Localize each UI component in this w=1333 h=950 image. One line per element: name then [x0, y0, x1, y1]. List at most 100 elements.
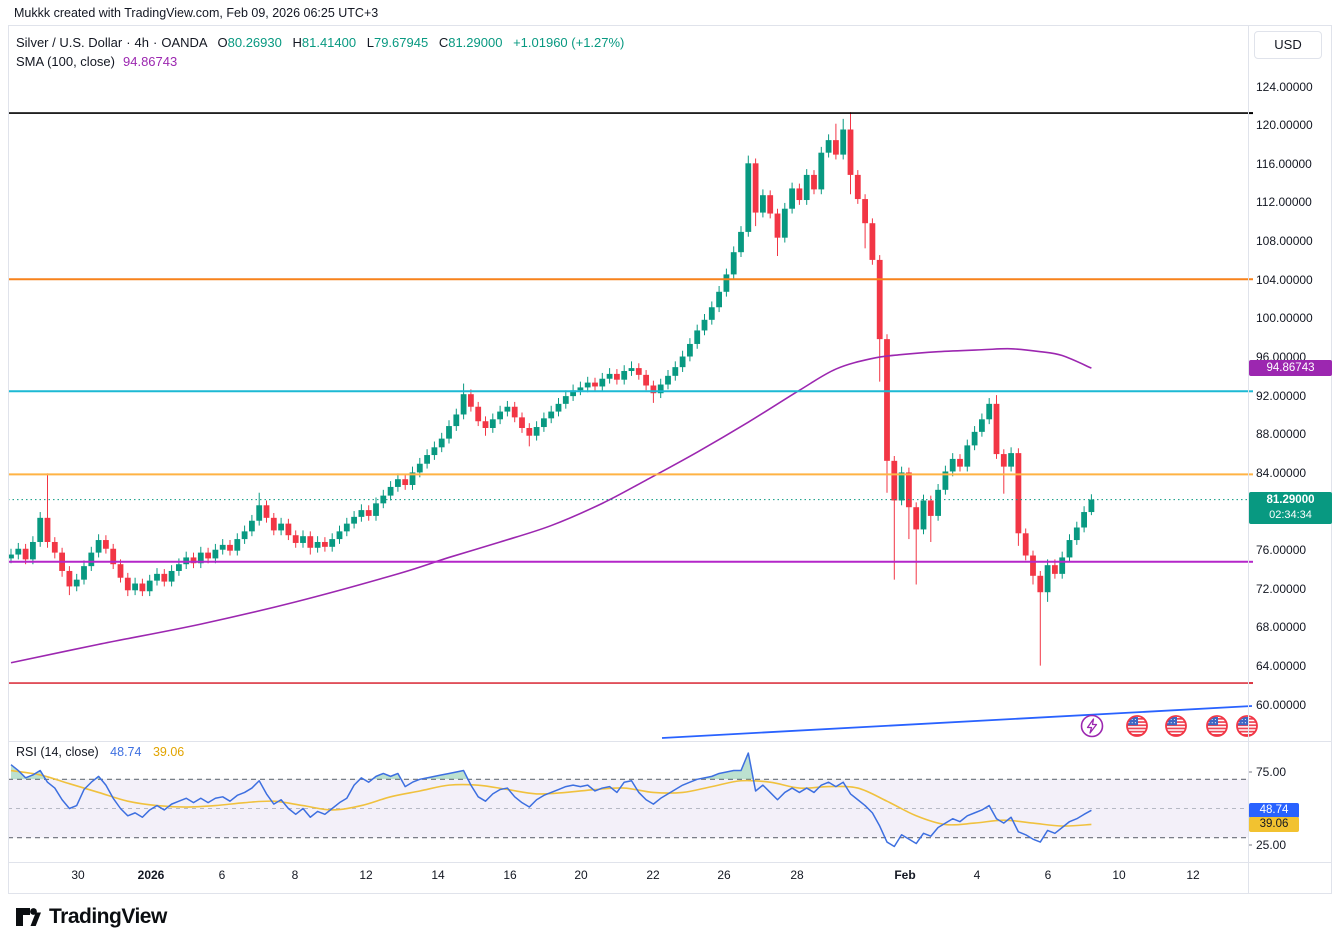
last-price-badge: 81.29000 02:34:34 [1249, 491, 1332, 524]
candle [723, 268, 730, 297]
candle [781, 202, 788, 243]
low-label: L [366, 35, 374, 50]
candle [708, 301, 715, 325]
candle [1030, 550, 1036, 585]
rsi-ma-value: 39.06 [152, 745, 185, 759]
symbol-legend-row[interactable]: Silver / U.S. Dollar · 4h · OANDA O80.26930 … [16, 33, 624, 52]
close-value: 81.29000 [448, 35, 503, 50]
candle [373, 497, 379, 521]
candle [854, 170, 861, 204]
rsi-ma-line [10, 769, 1092, 827]
us-flag-event-icon[interactable] [1236, 715, 1258, 737]
candle [365, 505, 372, 521]
candle [614, 369, 620, 385]
rsi-params: (14, close) [40, 745, 99, 759]
rsi-label: RSI [16, 745, 37, 759]
price-axis-tick: 108.00000 [1256, 234, 1313, 249]
candle [1022, 528, 1029, 561]
candle [431, 441, 438, 460]
candle [139, 578, 146, 597]
candle [628, 361, 635, 376]
candle [570, 384, 576, 401]
candle [285, 518, 292, 541]
candle [504, 400, 511, 417]
candle [44, 473, 51, 548]
candle [833, 123, 839, 160]
us-flag-event-icon[interactable] [1165, 715, 1187, 737]
candle [694, 324, 701, 349]
candle [409, 466, 416, 490]
candle [789, 182, 795, 214]
candle [803, 169, 810, 205]
us-flag-event-icon[interactable] [1126, 715, 1148, 737]
candle [300, 530, 306, 548]
candle [643, 370, 649, 391]
candle [599, 372, 606, 392]
candle [913, 502, 920, 585]
symbol-title[interactable]: Silver / U.S. Dollar [16, 35, 123, 50]
candle [219, 539, 226, 555]
time-axis-label: 12 [359, 868, 373, 882]
candle [847, 112, 854, 195]
candle [15, 542, 22, 560]
blue-trendline[interactable] [661, 705, 1253, 739]
candle [380, 489, 387, 509]
candle [73, 573, 80, 592]
time-axis-label: 4 [973, 868, 981, 882]
candle [132, 577, 138, 596]
candle [519, 412, 525, 433]
candle [1015, 448, 1022, 546]
pane-separator [8, 741, 1332, 742]
candle [621, 365, 628, 385]
price-axis-tick: 60.00000 [1256, 697, 1307, 712]
rsi-legend-row[interactable]: RSI (14, close) 48.74 39.06 [16, 745, 184, 759]
price-pane[interactable] [8, 112, 1095, 666]
lightning-event-icon[interactable] [1080, 714, 1104, 738]
candle [635, 363, 642, 380]
sma-legend-row[interactable]: SMA (100, close) 94.86743 [16, 52, 624, 71]
price-axis-tick: 84.00000 [1256, 465, 1307, 480]
time-axis-label: 6 [218, 868, 226, 882]
price-axis-tick: 116.00000 [1256, 156, 1312, 171]
rsi-pane[interactable] [8, 752, 1248, 848]
candle [687, 338, 693, 362]
candle [30, 536, 36, 565]
candle [205, 547, 211, 564]
candle [920, 494, 927, 535]
candle [942, 465, 949, 495]
time-axis-label: 30 [71, 868, 85, 882]
rsi-axis-tick: 75.00 [1256, 764, 1287, 779]
exchange-label: OANDA [161, 35, 207, 50]
candle [1000, 449, 1007, 494]
tradingview-logo-icon [16, 908, 41, 926]
candle [110, 543, 117, 570]
tradingview-logo[interactable]: TradingView [14, 903, 167, 931]
time-axis-label: 14 [431, 868, 445, 882]
sma-line [10, 347, 1092, 664]
candle [541, 412, 547, 432]
candle [351, 511, 357, 529]
time-axis-label: 26 [717, 868, 731, 882]
candle [402, 474, 409, 490]
candle [511, 401, 518, 423]
legend-separator: · [126, 35, 131, 50]
tradingview-wordmark: TradingView [49, 905, 167, 928]
rsi-axis-tick: 25.00 [1256, 837, 1287, 852]
candle [154, 568, 160, 586]
currency-toggle-button[interactable]: USD [1254, 31, 1322, 59]
candle [891, 456, 898, 580]
candle [117, 559, 124, 583]
candle [862, 194, 868, 249]
candle [234, 533, 241, 556]
candle [986, 398, 993, 425]
candle [1044, 559, 1051, 602]
candle [146, 574, 153, 597]
low-value: 79.67945 [373, 35, 429, 50]
candle [66, 566, 73, 596]
frame-bottom-border [8, 893, 1332, 894]
candle [197, 546, 204, 569]
candle [1066, 534, 1073, 563]
price-axis-tick: 112.00000 [1256, 195, 1312, 210]
us-flag-event-icon[interactable] [1206, 715, 1228, 737]
